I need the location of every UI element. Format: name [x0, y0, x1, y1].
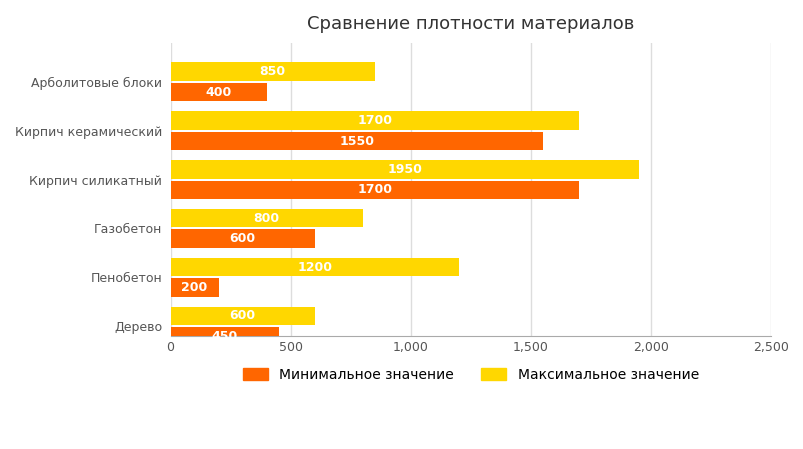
Text: 450: 450 — [211, 330, 238, 343]
Text: 600: 600 — [230, 309, 255, 322]
Bar — [170, 111, 578, 130]
Bar — [170, 258, 459, 276]
Title: Сравнение плотности материалов: Сравнение плотности материалов — [307, 15, 634, 33]
Bar — [170, 278, 218, 297]
Text: 600: 600 — [230, 232, 255, 245]
Text: 200: 200 — [181, 281, 207, 294]
Text: 1700: 1700 — [357, 114, 392, 127]
Text: 850: 850 — [259, 65, 285, 78]
Text: 400: 400 — [206, 86, 231, 99]
Bar — [170, 209, 362, 228]
Bar — [170, 160, 638, 179]
Bar — [170, 83, 267, 101]
Bar — [170, 229, 314, 248]
Bar — [170, 132, 542, 150]
Text: 1550: 1550 — [339, 135, 373, 148]
Text: 800: 800 — [253, 211, 279, 224]
Bar — [170, 327, 279, 346]
Bar — [170, 307, 314, 325]
Text: 1200: 1200 — [297, 260, 332, 273]
Text: 1700: 1700 — [357, 183, 392, 196]
Text: 1950: 1950 — [387, 163, 422, 176]
Bar — [170, 62, 374, 81]
Bar — [170, 180, 578, 199]
Legend: Минимальное значение, Максимальное значение: Минимальное значение, Максимальное значе… — [237, 362, 703, 387]
